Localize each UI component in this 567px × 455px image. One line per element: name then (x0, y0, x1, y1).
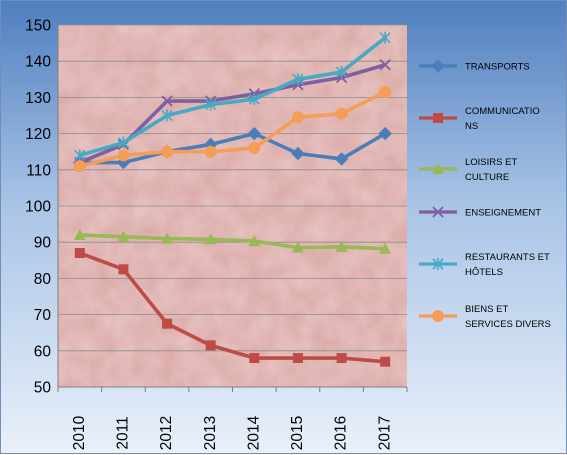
legend-label-enseignement: ENSEIGNEMENT (465, 208, 541, 219)
data-point-transports (378, 126, 392, 141)
series-line-communications (78, 251, 387, 364)
data-point-transports (334, 152, 349, 166)
x-tick-label: 2010 (71, 415, 88, 450)
data-point-communications (249, 353, 260, 364)
data-point-biens-et-services-divers (73, 160, 86, 173)
data-point-enseignement (379, 59, 391, 71)
y-tick-label: 70 (34, 307, 52, 324)
data-point-communications (74, 248, 85, 259)
y-tick-label: 80 (34, 271, 52, 288)
data-point-restaurants-et-hotels (248, 93, 260, 106)
legend-marker-communications (433, 113, 443, 123)
data-point-loisirs-et-culture (379, 242, 392, 254)
data-point-enseignement (161, 95, 173, 107)
data-point-transports (247, 126, 262, 141)
x-tick-label: 2011 (115, 416, 132, 449)
legend-label-communications: COMMUNICATIO (465, 106, 540, 117)
x-tick-label: 2017 (376, 416, 393, 450)
data-point-loisirs-et-culture (73, 228, 86, 240)
legend-marker-enseignement (432, 206, 444, 218)
legend-label-restaurants-et-hotels: HÔTELS (465, 267, 503, 278)
y-tick-label: 130 (25, 90, 51, 107)
data-point-biens-et-services-divers (161, 145, 174, 158)
data-point-restaurants-et-hotels (379, 31, 391, 44)
data-point-communications (292, 353, 303, 364)
data-point-biens-et-services-divers (248, 142, 261, 155)
data-point-loisirs-et-culture (291, 241, 304, 253)
legend-label-biens-et-services-divers: BIENS ET (465, 304, 508, 315)
series-line-loisirs-et-culture (78, 233, 387, 251)
y-tick-label: 60 (34, 343, 52, 360)
data-point-loisirs-et-culture (335, 240, 348, 252)
data-point-loisirs-et-culture (161, 232, 174, 244)
y-tick-label: 90 (34, 235, 52, 252)
y-tick-label: 100 (25, 199, 51, 216)
data-point-communications (118, 264, 129, 275)
legend-label-restaurants-et-hotels: RESTAURANTS ET (465, 252, 550, 263)
x-tick-label: 2013 (202, 416, 219, 450)
data-point-biens-et-services-divers (291, 111, 304, 124)
data-point-restaurants-et-hotels (335, 66, 348, 79)
data-point-biens-et-services-divers (379, 85, 392, 98)
legend-marker-restaurants-et-hotels (432, 258, 444, 270)
data-point-loisirs-et-culture (204, 233, 217, 245)
y-tick-label: 150 (25, 18, 51, 35)
data-point-communications (336, 353, 347, 364)
legend-marker-loisirs-et-culture (432, 163, 444, 174)
y-tick-label: 120 (25, 126, 51, 143)
x-tick-label: 2014 (245, 415, 262, 450)
data-point-restaurants-et-hotels (205, 98, 217, 111)
data-point-communications (205, 340, 216, 351)
legend-marker-transports (431, 59, 445, 73)
legend-label-loisirs-et-culture: LOISIRS ET (465, 157, 517, 168)
data-point-restaurants-et-hotels (117, 136, 130, 149)
data-point-loisirs-et-culture (248, 235, 261, 247)
data-point-loisirs-et-culture (117, 230, 130, 242)
data-point-communications (380, 356, 391, 367)
x-tick-label: 2015 (289, 416, 306, 450)
legend-label-communications: NS (465, 121, 478, 132)
data-point-restaurants-et-hotels (74, 149, 86, 162)
series-line-restaurants-et-hotels (78, 35, 387, 158)
legend-label-biens-et-services-divers: SERVICES DIVERS (465, 319, 551, 330)
y-tick-label: 50 (34, 380, 52, 397)
series-line-biens-et-services-divers (78, 90, 387, 168)
legend-label-loisirs-et-culture: CULTURE (465, 172, 509, 183)
legend-marker-biens-et-services-divers (432, 310, 444, 322)
data-point-communications (162, 318, 173, 329)
data-point-restaurants-et-hotels (292, 73, 304, 86)
data-point-biens-et-services-divers (204, 145, 217, 158)
data-point-biens-et-services-divers (335, 107, 348, 120)
series-line-transports (78, 131, 387, 165)
y-tick-label: 110 (26, 162, 51, 179)
x-tick-label: 2016 (333, 416, 350, 450)
data-point-biens-et-services-divers (117, 149, 130, 162)
y-tick-label: 140 (25, 54, 51, 71)
legend-label-transports: TRANSPORTS (465, 62, 530, 73)
data-point-restaurants-et-hotels (161, 109, 173, 122)
x-tick-label: 2012 (158, 416, 175, 450)
data-point-transports (291, 146, 305, 161)
